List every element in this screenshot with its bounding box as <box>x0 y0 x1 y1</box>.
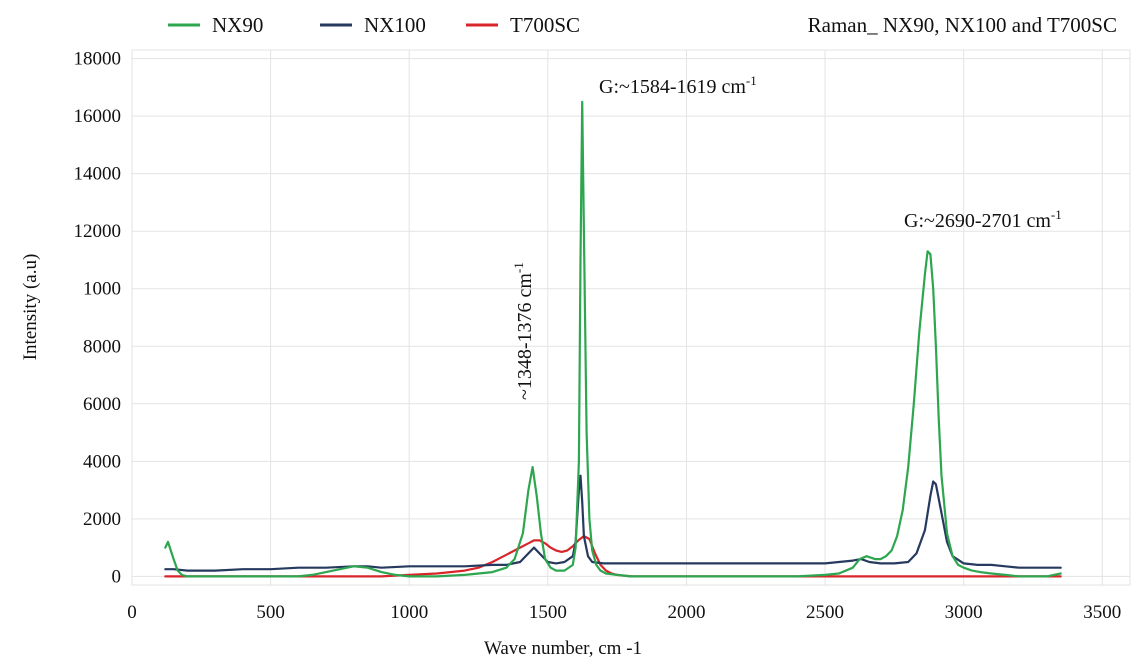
plot-frame <box>131 49 1131 586</box>
x-tick-label: 3000 <box>945 602 983 623</box>
data-series <box>164 100 1062 578</box>
annotation-d-band: ~1348-1376 cm-1 <box>511 262 536 400</box>
series-line-nx90 <box>164 100 1062 578</box>
y-tick-label: 1000 <box>83 279 121 300</box>
annotation-2d-band: G:~2690-2701 cm-1 <box>904 207 1062 232</box>
legend-label-nx100: NX100 <box>364 13 426 37</box>
y-tick-label: 12000 <box>74 221 122 242</box>
x-tick-label: 2500 <box>806 602 844 623</box>
x-axis-ticks: 0 500 1000 1500 2000 2500 3000 3500 <box>127 602 1121 623</box>
x-axis-label: Wave number, cm -1 <box>484 638 642 659</box>
x-tick-label: 1500 <box>529 602 567 623</box>
y-tick-label: 4000 <box>83 451 121 472</box>
legend-label-nx90: NX90 <box>212 13 263 37</box>
legend: NX90 NX100 T700SC <box>168 13 580 37</box>
y-tick-label: 0 <box>112 566 122 587</box>
x-tick-label: 500 <box>256 602 285 623</box>
legend-label-t700sc: T700SC <box>510 13 580 37</box>
y-axis-label: Intensity (a.u) <box>20 254 41 361</box>
x-tick-label: 1000 <box>390 602 428 623</box>
y-tick-label: 2000 <box>83 509 121 530</box>
y-tick-label: 8000 <box>83 336 121 357</box>
chart-title: Raman_ NX90, NX100 and T700SC <box>808 13 1117 37</box>
x-tick-label: 2000 <box>667 602 705 623</box>
annotation-g-band: G:~1584-1619 cm-1 <box>599 73 757 98</box>
x-tick-label: 3500 <box>1083 602 1121 623</box>
series-line-nx100 <box>164 474 1062 572</box>
y-axis-ticks: 0 2000 4000 6000 8000 1000 12000 14000 16000 1800… <box>74 49 122 588</box>
plot-grid <box>131 49 1131 586</box>
series-line-t700sc <box>164 534 1062 578</box>
y-tick-label: 6000 <box>83 394 121 415</box>
x-tick-label: 0 <box>127 602 137 623</box>
y-tick-label: 18000 <box>74 49 122 70</box>
y-tick-label: 16000 <box>74 106 122 127</box>
y-tick-label: 14000 <box>74 164 122 185</box>
